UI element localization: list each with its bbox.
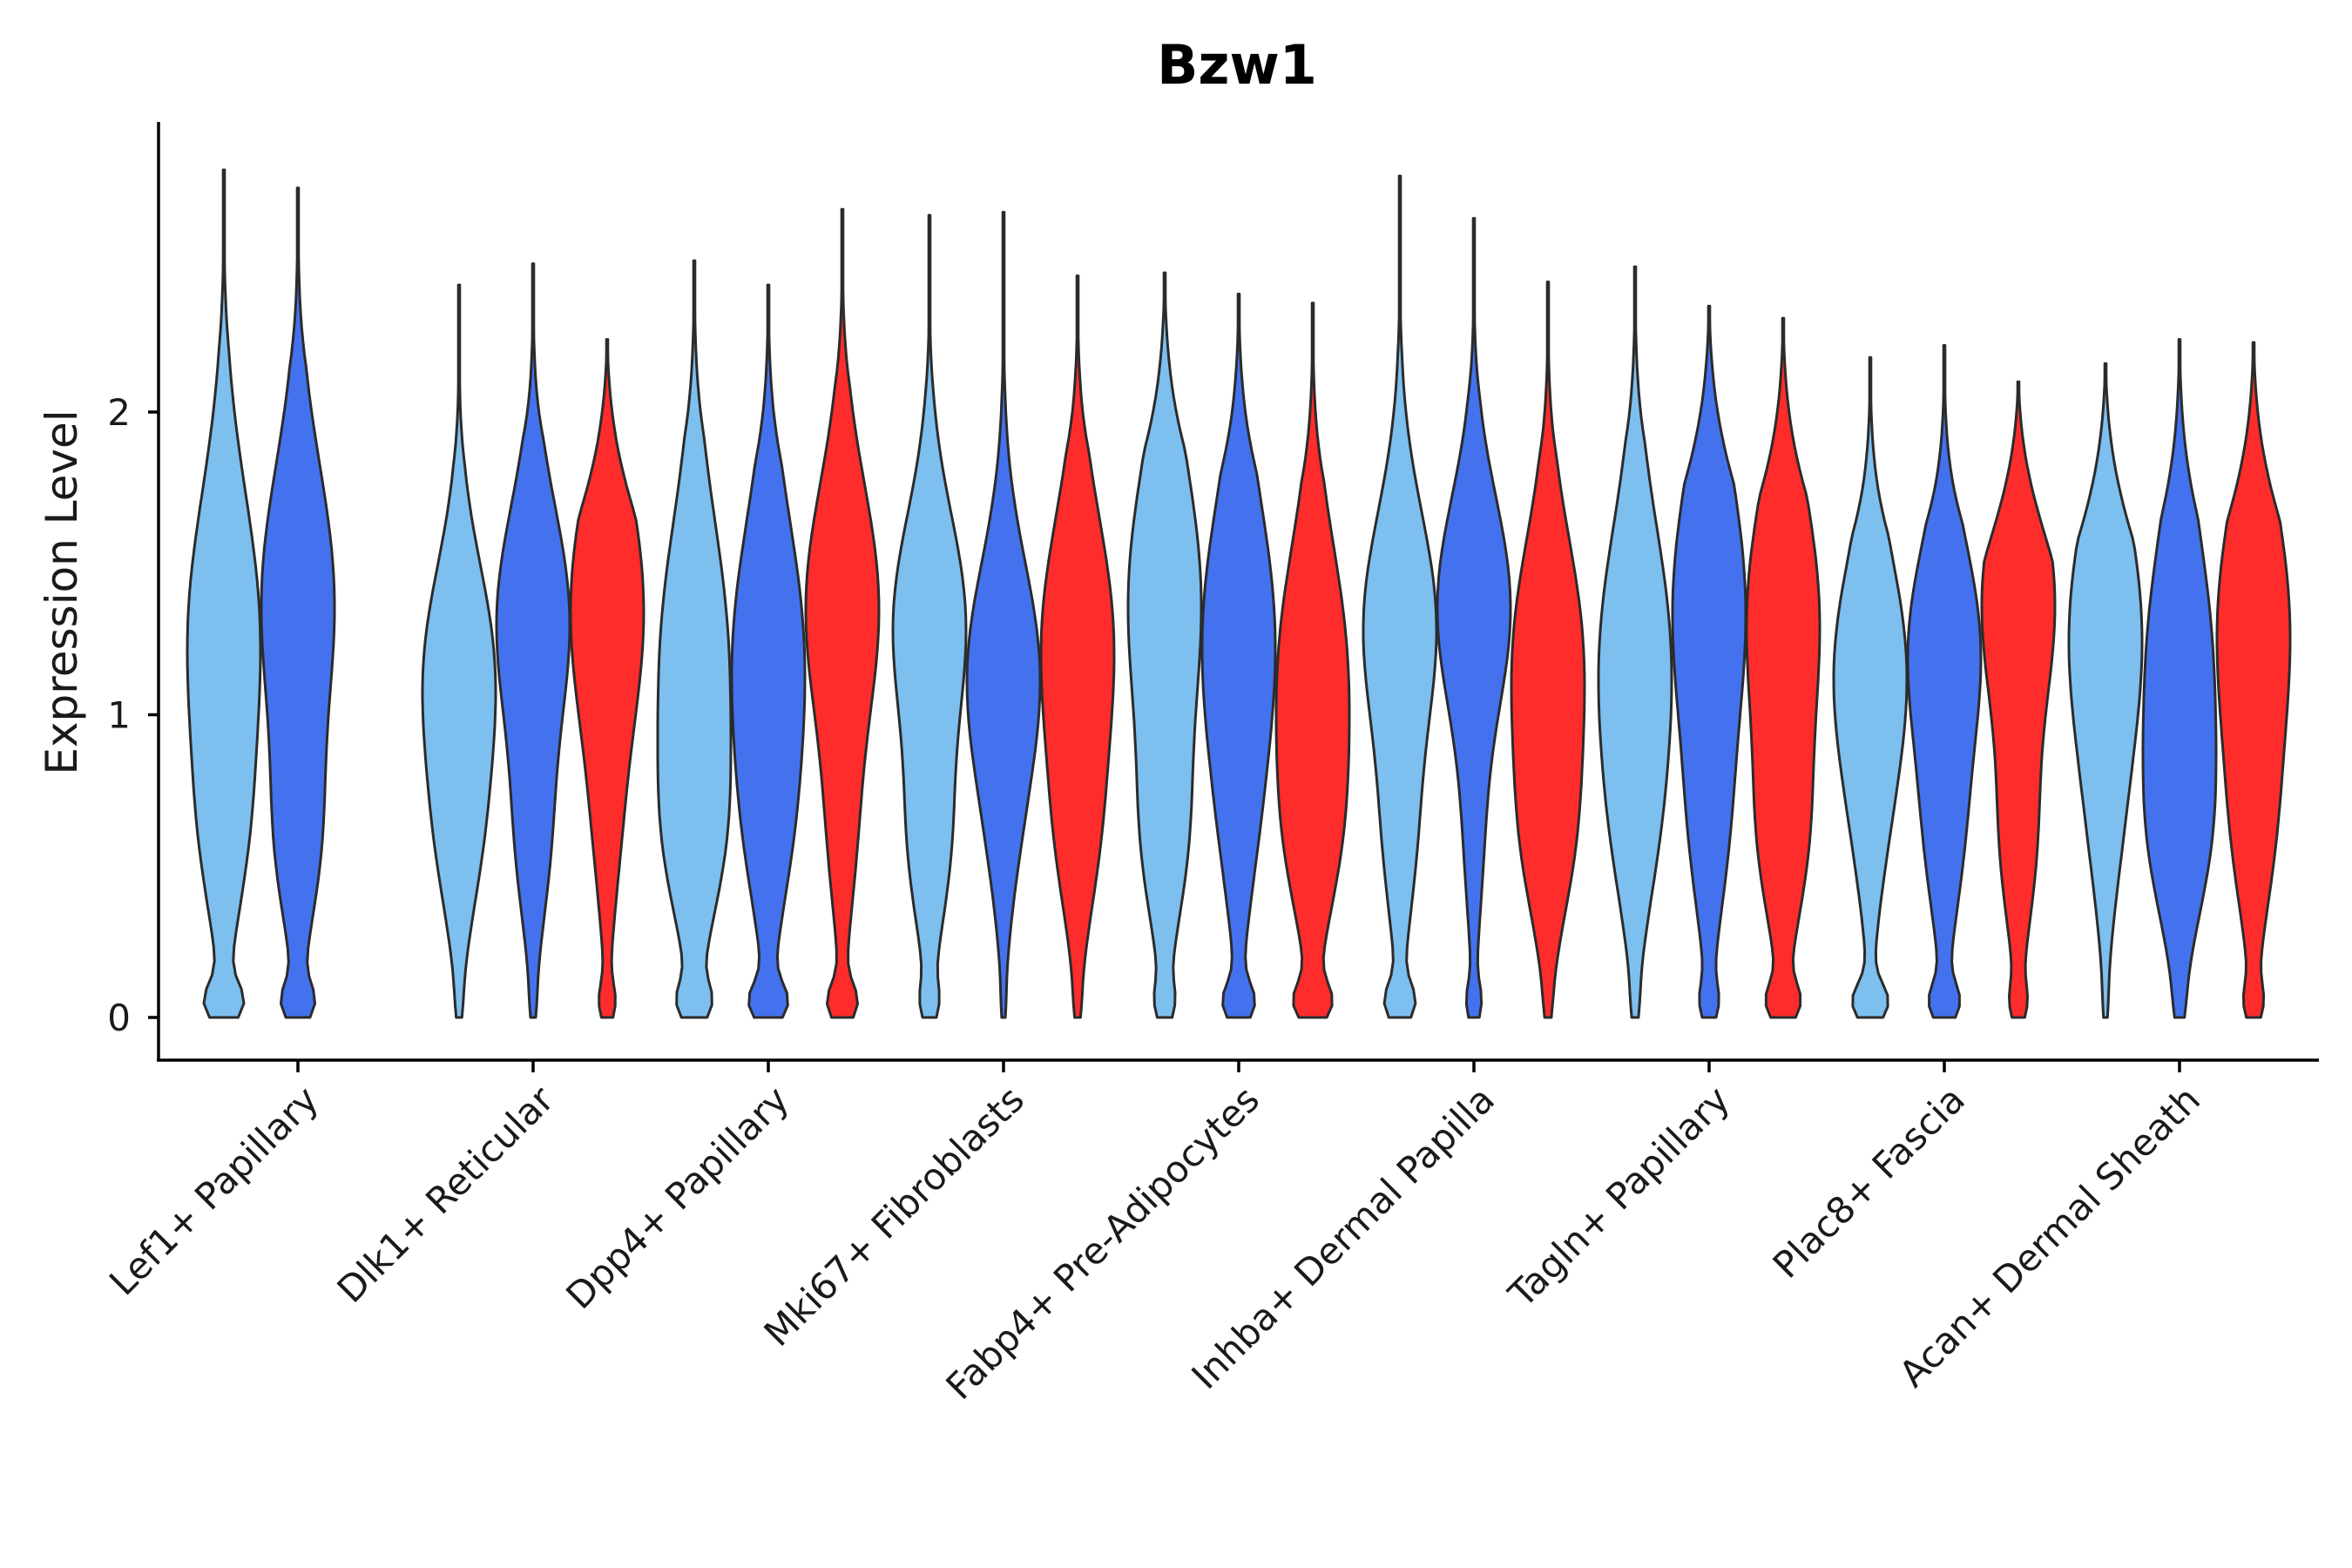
violin-group1-5 (1126, 271, 1203, 1019)
violin-group3-9 (2215, 341, 2292, 1019)
violin-group3-8 (1980, 380, 2057, 1019)
violin-group2-6 (1436, 217, 1512, 1019)
chart-title: Bzw1 (1157, 33, 1317, 97)
x-tick-label: Mki67+ Fibroblasts (756, 1078, 1032, 1354)
y-tick-label: 2 (107, 391, 131, 434)
y-ticks: 0 1 2 (107, 391, 159, 1039)
violin-group3-4 (1039, 274, 1116, 1019)
x-tick-label: Dpp4+ Papillary (558, 1078, 797, 1317)
violin-group2-2 (495, 262, 571, 1019)
violin-group1-7 (1597, 265, 1673, 1019)
violin-group2-5 (1200, 293, 1277, 1019)
y-tick-label: 0 (107, 997, 131, 1039)
violin-group2-1 (260, 186, 336, 1019)
violin-group3-2 (569, 338, 645, 1019)
violin-group1-4 (891, 213, 968, 1019)
violin-group2-4 (965, 211, 1042, 1019)
violin-group1-6 (1362, 174, 1438, 1019)
x-tick-label: Plac8+ Fascia (1765, 1078, 1973, 1286)
y-tick-label: 1 (107, 694, 131, 737)
violin-group3-6 (1510, 280, 1586, 1019)
violin-group1-8 (1832, 355, 1909, 1019)
violin-group2-3 (730, 283, 807, 1019)
violin-group1-2 (421, 283, 497, 1019)
y-axis-label: Expression Level (37, 409, 87, 774)
violin-group1-1 (186, 168, 262, 1019)
violin-group1-9 (2067, 362, 2144, 1019)
violin-group2-7 (1671, 304, 1747, 1019)
violin-group3-3 (804, 207, 881, 1019)
x-tick-label: Tagln+ Papillary (1500, 1078, 1738, 1315)
violin-group3-5 (1274, 301, 1351, 1019)
violin-layer (186, 168, 2292, 1019)
x-tick-label: Lef1+ Papillary (101, 1078, 327, 1303)
violin-group3-7 (1745, 316, 1821, 1019)
violin-group2-9 (2141, 338, 2218, 1019)
x-tick-label: Dlk1+ Reticular (329, 1078, 563, 1311)
violin-group2-8 (1906, 344, 1983, 1019)
violin-group1-3 (656, 259, 733, 1019)
